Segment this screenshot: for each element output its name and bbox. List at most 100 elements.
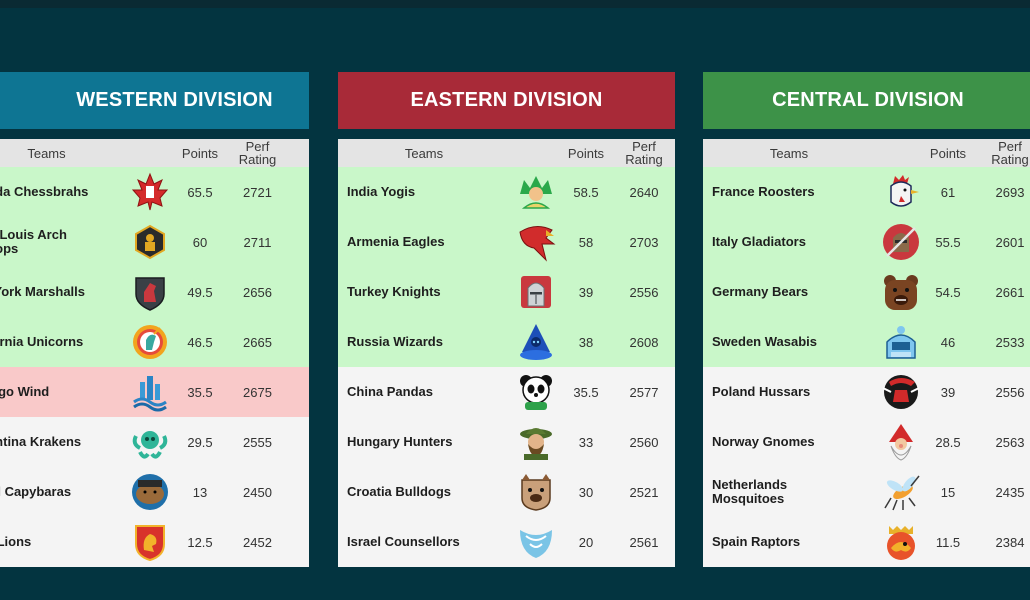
table-row[interactable]: Israel Counsellors 20 2561 [338,517,675,567]
table-row[interactable]: Netherlands Mosquitoes 15 2435 [703,467,1030,517]
table-row[interactable]: Germany Bears 54.5 2661 [703,267,1030,317]
table-row[interactable]: w York Marshalls 49.5 2656 [0,267,309,317]
perf-label-line1: Perf [998,139,1022,154]
team-points: 39 [940,384,956,400]
team-name: France Roosters [712,184,815,199]
perf-label-line2: Rating [625,152,663,167]
division-header: WESTERN DIVISION [0,72,309,129]
team-perf-rating: 2555 [243,434,272,450]
wizard-icon [506,317,566,367]
gnome-icon [871,417,931,467]
table-row[interactable]: Hungary Hunters 33 2560 [338,417,675,467]
team-perf-rating: 2640 [629,184,659,200]
team-points: 54.5 [935,284,961,300]
table-row[interactable]: icago Wind 35.5 2675 [0,367,309,417]
team-name: China Pandas [347,384,433,399]
team-points: 38 [578,334,594,350]
division-title: CENTRAL DIVISION [772,89,964,111]
team-name: Poland Hussars [712,384,811,399]
team-name: India Yogis [347,184,416,199]
division-header: CENTRAL DIVISION [703,72,1030,129]
division-title: EASTERN DIVISION [410,89,603,111]
team-points: 61 [940,184,956,200]
table-row[interactable]: India Yogis 58.5 2640 [338,167,675,217]
table-header: Teams Points Perf Rating [0,139,309,167]
team-perf-rating: 2711 [243,234,272,250]
column-header-points: Points [929,145,967,161]
team-perf-rating: 2661 [995,284,1025,300]
arch-bishop-icon [120,217,180,267]
team-perf-rating: 2384 [995,534,1025,550]
bulldog-icon [506,467,566,517]
table-header: Teams Points Perf Rating [338,139,675,167]
yogi-icon [506,167,566,217]
team-points: 46.5 [187,334,213,350]
table-row[interactable]: azil Capybaras 13 2450 [0,467,309,517]
table-row[interactable]: int Louis Arch shops 60 2711 [0,217,309,267]
team-perf-rating: 2721 [243,184,272,200]
team-perf-rating: 2703 [629,234,659,250]
column-header-points: Points [567,145,605,161]
team-name: azil Capybaras [0,484,72,499]
team-name: icago Wind [0,384,50,399]
gladiator-icon [871,217,931,267]
table-row[interactable]: Poland Hussars 39 2556 [703,367,1030,417]
team-perf-rating: 2601 [995,234,1025,250]
table-row[interactable]: gentina Krakens 29.5 2555 [0,417,309,467]
panda-icon [506,367,566,417]
team-points: 29.5 [187,434,213,450]
team-name: Israel Counsellors [347,534,460,549]
column-header-points: Points [181,145,219,161]
team-points: 15 [940,484,956,500]
team-name: Germany Bears [712,284,809,299]
team-points: 58 [578,234,594,250]
table-row[interactable]: Spain Raptors 11.5 2384 [703,517,1030,567]
table-row[interactable]: Croatia Bulldogs 30 2521 [338,467,675,517]
table-row[interactable]: lifornia Unicorns 46.5 2665 [0,317,309,367]
team-name: gentina Krakens [0,434,82,449]
team-points: 13 [192,484,208,500]
table-row[interactable]: Russia Wizards 38 2608 [338,317,675,367]
counsellor-icon [506,517,566,567]
team-perf-rating: 2665 [243,334,272,350]
team-name: Norway Gnomes [712,434,815,449]
team-points: 20 [578,534,594,550]
table-row[interactable]: China Pandas 35.5 2577 [338,367,675,417]
table-row[interactable]: Armenia Eagles 58 2703 [338,217,675,267]
table-row[interactable]: K. Lions 12.5 2452 [0,517,309,567]
column-header-teams: Teams [404,145,444,161]
unicorn-icon [120,317,180,367]
table-row[interactable]: France Roosters 61 2693 [703,167,1030,217]
raptor-icon [871,517,931,567]
eagle-icon [506,217,566,267]
team-perf-rating: 2693 [995,184,1025,200]
perf-label-line1: Perf [245,139,270,154]
division-title: WESTERN DIVISION [76,89,273,111]
team-points: 46 [940,334,956,350]
team-name: Armenia Eagles [347,234,445,249]
team-points: 12.5 [187,534,213,550]
table-row[interactable]: Italy Gladiators 55.5 2601 [703,217,1030,267]
team-points: 28.5 [935,434,961,450]
team-perf-rating: 2561 [629,534,659,550]
central-division: CENTRAL DIVISION Teams Points Perf Rating Fra… [703,72,1030,567]
table-row[interactable]: nada Chessbrahs 65.5 2721 [0,167,309,217]
table-row[interactable]: Sweden Wasabis 46 2533 [703,317,1030,367]
wind-skyline-icon [120,367,180,417]
column-header-perf-rating: Perf Rating [618,139,670,167]
team-name: K. Lions [0,534,32,549]
team-perf-rating: 2656 [243,284,272,300]
hunter-icon [506,417,566,467]
team-perf-rating: 2556 [995,384,1025,400]
table-row[interactable]: Norway Gnomes 28.5 2563 [703,417,1030,467]
team-points: 35.5 [573,384,599,400]
perf-label-line2: Rating [238,152,277,167]
team-name: Italy Gladiators [712,234,806,249]
team-name: Sweden Wasabis [712,334,817,349]
team-name: Spain Raptors [712,534,801,549]
team-name: Hungary Hunters [347,434,453,449]
team-perf-rating: 2608 [629,334,659,350]
table-row[interactable]: Turkey Knights 39 2556 [338,267,675,317]
wasabi-robot-icon [871,317,931,367]
